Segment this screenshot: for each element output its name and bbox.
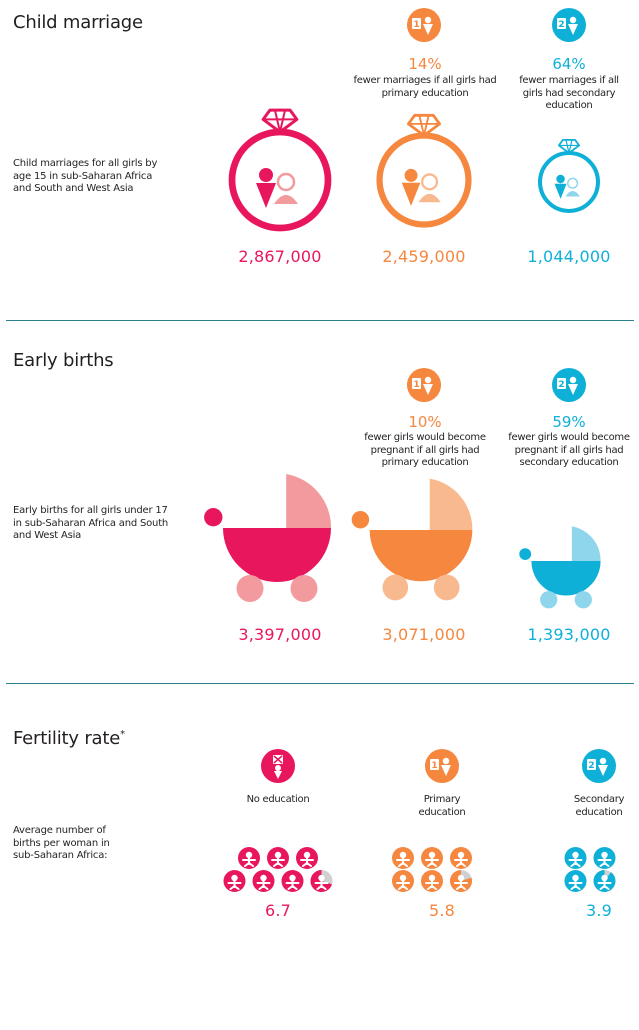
svg-text:2: 2 <box>558 380 564 390</box>
fertility-description: Average number of births per woman in su… <box>13 825 110 861</box>
fertility-value-primary: 5.8 <box>428 901 456 920</box>
diamond-ring-icon-no-education <box>228 108 332 232</box>
baby-icon <box>564 847 587 869</box>
diamond-ring-icon-secondary-education <box>538 138 600 213</box>
svg-text:2: 2 <box>588 761 594 771</box>
baby-icon <box>450 847 472 869</box>
baby-icon <box>281 870 304 892</box>
pram-icon-secondary-education <box>519 526 601 609</box>
baby-icon <box>564 870 587 892</box>
primary-education-icon: 1 <box>407 8 441 42</box>
pram-icon-no-education <box>204 474 332 602</box>
fertility-value-no-education: 6.7 <box>264 901 292 920</box>
primary-births-pct: 10% <box>408 413 442 431</box>
marriage-value-no-education: 2,867,000 <box>238 247 322 266</box>
primary-marriage-pct: 14% <box>408 55 442 73</box>
fertility-label-no-education: No education <box>246 794 310 805</box>
fertility-value-secondary: 3.9 <box>585 901 613 920</box>
primary-births-note: fewer girls would become pregnant if all… <box>364 432 486 468</box>
secondary-births-pct: 59% <box>552 413 586 431</box>
marriage-value-primary: 2,459,000 <box>382 247 466 266</box>
baby-icon <box>296 847 318 869</box>
primary-education-icon: 1 <box>425 749 459 783</box>
svg-text:1: 1 <box>413 20 419 30</box>
pram-icon-primary-education <box>351 478 473 601</box>
secondary-births-note: fewer girls would become pregnant if all… <box>508 432 630 468</box>
child-marriage-description: Child marriages for all girls by age 15 … <box>13 158 158 194</box>
baby-icon <box>450 870 472 893</box>
secondary-marriage-pct: 64% <box>552 55 586 73</box>
section-divider <box>6 320 634 321</box>
marriage-value-secondary: 1,044,000 <box>527 247 611 266</box>
baby-icon <box>223 870 246 892</box>
baby-icon <box>421 847 443 869</box>
secondary-education-icon: 2 <box>582 749 616 783</box>
baby-icon <box>310 870 333 893</box>
baby-icon <box>252 870 275 892</box>
baby-icon <box>392 870 414 892</box>
baby-icon <box>421 870 443 892</box>
baby-icon <box>267 847 289 869</box>
fertility-rate-title: Fertility rate* <box>13 728 125 749</box>
baby-icon <box>593 847 616 869</box>
primary-education-icon: 1 <box>407 368 441 402</box>
births-value-primary: 3,071,000 <box>382 625 466 644</box>
primary-marriage-note: fewer marriages if all girls had primary… <box>353 75 497 99</box>
footnote-mark: * <box>120 729 125 740</box>
births-value-no-education: 3,397,000 <box>238 625 322 644</box>
baby-icon <box>238 847 260 869</box>
early-births-description: Early births for all girls under 17 in s… <box>13 505 169 541</box>
svg-text:1: 1 <box>413 380 419 390</box>
diamond-ring-icon-primary-education <box>376 113 472 228</box>
baby-icon <box>392 847 414 869</box>
section-divider <box>6 683 634 684</box>
births-value-secondary: 1,393,000 <box>527 625 611 644</box>
fertility-label-primary: Primary education <box>418 794 466 818</box>
child-marriage-title: Child marriage <box>13 12 143 33</box>
svg-text:1: 1 <box>431 761 437 771</box>
secondary-marriage-note: fewer marriages if all girls had seconda… <box>519 75 619 111</box>
no-education-icon <box>261 749 295 783</box>
baby-icon <box>593 870 616 893</box>
secondary-education-icon: 2 <box>552 8 586 42</box>
fertility-label-secondary: Secondary education <box>573 794 625 818</box>
secondary-education-icon: 2 <box>552 368 586 402</box>
early-births-title: Early births <box>13 350 114 371</box>
svg-text:2: 2 <box>558 20 564 30</box>
